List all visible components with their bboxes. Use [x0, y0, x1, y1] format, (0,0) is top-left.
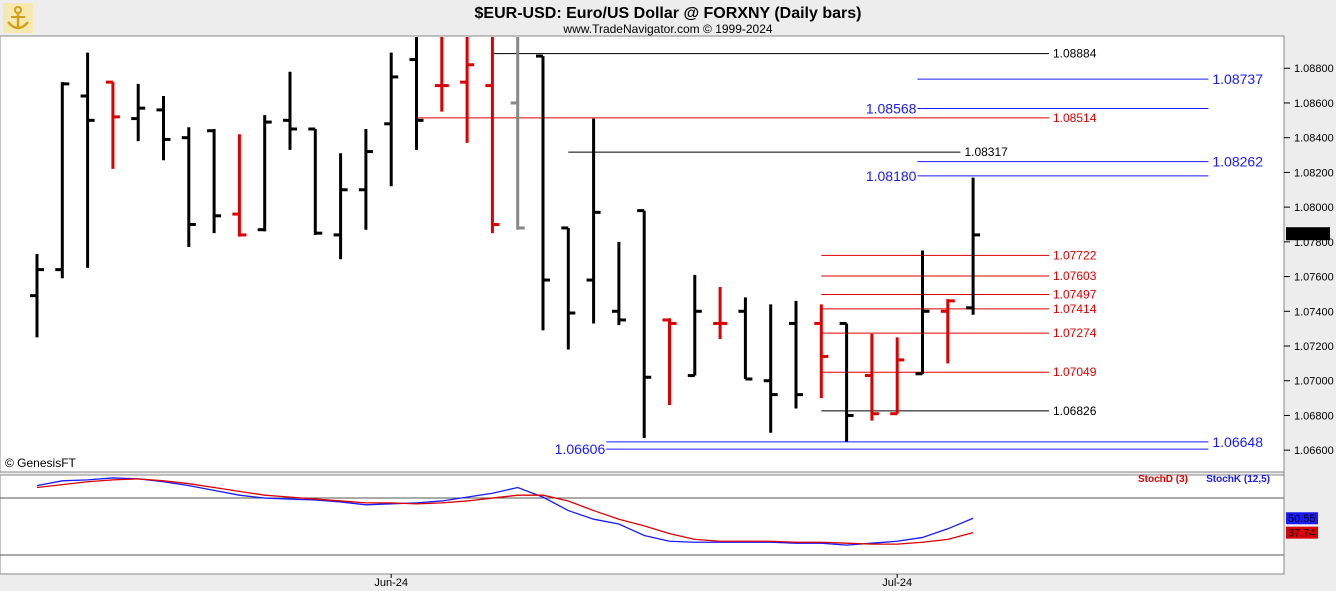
price-tick-label: 1.07200: [1294, 341, 1334, 353]
price-tick-label: 1.08800: [1294, 63, 1334, 75]
price-tick-label: 1.08000: [1294, 202, 1334, 214]
stochastic-lines: [36, 477, 974, 546]
ohlc-bar: [611, 241, 626, 326]
price-level-label: 1.07497: [1053, 287, 1097, 301]
last-price-box: [1286, 227, 1330, 241]
last-price-label: 1.07844: [1288, 229, 1328, 241]
ohlc-bar: [966, 177, 981, 315]
last-price-tag: 1.07844: [1286, 227, 1330, 241]
ohlc-bar: [105, 80, 120, 169]
price-level-label: 1.07414: [1053, 302, 1097, 316]
ohlc-bar: [561, 226, 576, 350]
ohlc-bar: [131, 83, 146, 142]
ohlc-bar: [384, 52, 399, 187]
ohlc-bar: [257, 115, 272, 232]
ohlc-bar: [789, 300, 803, 409]
price-tick-label: 1.07600: [1294, 272, 1334, 284]
price-tick-label: 1.07400: [1294, 306, 1334, 318]
ohlc-bar: [839, 321, 854, 442]
ohlc-bar: [890, 337, 905, 416]
ohlc-bar: [662, 318, 677, 406]
stochastic-plot-area: [0, 474, 1285, 575]
ohlc-bar: [358, 129, 373, 230]
ohlc-bar: [156, 96, 171, 161]
price-axis: 1.08800 1.08600 1.08400 1.08200 1.08000 1.078…: [1284, 63, 1334, 457]
ohlc-bar: [181, 127, 196, 248]
price-tick-label: 1.08200: [1294, 167, 1334, 179]
ohlc-bar: [586, 118, 601, 324]
price-tick-label: 1.06600: [1294, 445, 1334, 457]
ohlc-bar: [864, 333, 879, 421]
price-tick-label: 1.08400: [1294, 133, 1334, 145]
price-tick-label: 1.07000: [1294, 376, 1334, 388]
price-levels: 1.08884 1.08737 1.08568 1.08514 1.08317 1.082…: [416, 47, 1263, 457]
stoch-value-box: [1286, 512, 1318, 525]
ohlc-bar: [536, 54, 550, 331]
ohlc-bar: [80, 52, 95, 268]
ohlc-bar: [485, 37, 500, 234]
stoch-line: [36, 478, 974, 545]
ohlc-bar: [409, 37, 424, 150]
ohlc-bar: [687, 274, 702, 378]
price-level-label: 1.07049: [1053, 365, 1097, 379]
ohlc-bar: [207, 129, 222, 234]
price-level-label: 1.08737: [1212, 71, 1263, 87]
ohlc-bar: [55, 82, 70, 279]
ohlc-bar: [460, 37, 475, 143]
ohlc-bar: [333, 153, 348, 260]
price-level-label: 1.08568: [866, 101, 917, 117]
stoch-value-box: [1286, 526, 1318, 539]
date-axis: Jun-24 Jul-24: [374, 574, 912, 589]
legend-stochd: StochD (3): [1138, 474, 1188, 485]
ohlc-bar: [283, 71, 297, 150]
ohlc-bar: [30, 254, 44, 338]
ohlc-bar: [637, 209, 652, 439]
chart-subtitle: www.TradeNavigator.com © 1999-2024: [562, 22, 772, 36]
price-tick-label: 1.08600: [1294, 98, 1334, 110]
ship-anchor-icon: [3, 3, 33, 33]
price-level-label: 1.08180: [866, 168, 917, 184]
ohlc-bar: [713, 286, 728, 340]
price-level-label: 1.06648: [1212, 434, 1263, 450]
chart-title: $EUR-USD: Euro/US Dollar @ FORXNY (Daily…: [475, 5, 862, 22]
watermark: © GenesisFT: [5, 456, 77, 470]
price-level-label: 1.07722: [1053, 248, 1097, 262]
ohlc-bar: [232, 134, 247, 237]
price-level-label: 1.07603: [1053, 269, 1097, 283]
ohlc-bar: [763, 304, 778, 433]
stoch-value-label: 37.74: [1288, 528, 1316, 540]
ohlc-bar: [915, 250, 930, 376]
price-level-label: 1.08514: [1053, 111, 1097, 125]
ohlc-bar: [434, 37, 449, 112]
ohlc-bar: [738, 297, 753, 381]
ohlc-bar: [814, 304, 829, 399]
date-tick-label: Jul-24: [882, 577, 912, 589]
ohlc-bar: [940, 299, 955, 364]
ohlc-bar: [308, 127, 323, 235]
price-level-label: 1.06826: [1053, 404, 1097, 418]
price-level-label: 1.08317: [964, 145, 1008, 159]
price-level-label: 1.07274: [1053, 326, 1097, 340]
stoch-value-tags: 50.55 37.74: [1286, 512, 1318, 540]
ohlc-bars: [30, 37, 981, 442]
date-tick-label: Jun-24: [374, 577, 408, 589]
price-tick-label: 1.06800: [1294, 410, 1334, 422]
legend-stochk: StochK (12,5): [1206, 474, 1270, 485]
stoch-line: [36, 477, 974, 546]
price-level-label: 1.08262: [1212, 154, 1263, 170]
ohlc-bar: [510, 37, 525, 230]
price-level-label: 1.06606: [555, 441, 606, 457]
price-level-label: 1.08884: [1053, 47, 1097, 61]
stoch-value-label: 50.55: [1288, 513, 1316, 525]
